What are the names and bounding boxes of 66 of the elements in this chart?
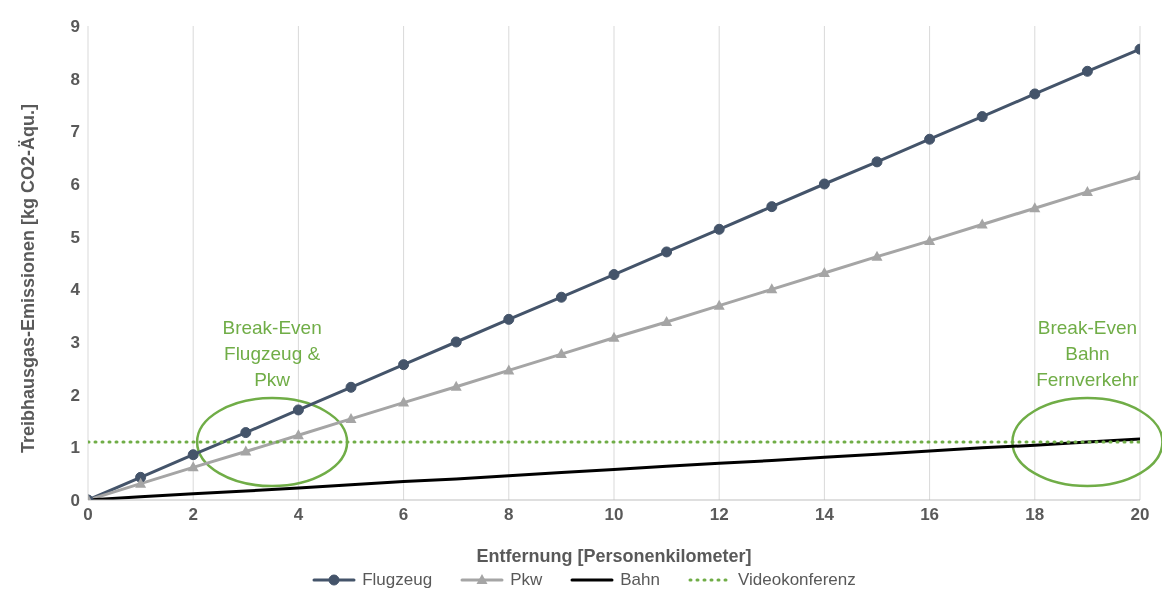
y-tick-label: 6 [70,175,80,195]
point [976,111,988,123]
point [240,445,252,456]
point [398,359,410,371]
point [187,449,199,461]
x-tick-label: 6 [398,505,409,525]
point [503,313,515,325]
point [1029,88,1041,100]
legend-label: Bahn [620,570,660,590]
annotation: Break-Even Bahn Fernverkehr [1036,317,1140,391]
point [450,380,462,391]
point [766,201,778,213]
point [713,299,725,310]
point [345,381,357,393]
point [555,348,567,359]
point [924,133,936,145]
point [135,477,147,488]
x-tick-label: 8 [504,505,514,525]
x-tick-label: 16 [920,505,940,525]
x-tick-label: 10 [604,505,624,525]
y-tick-label: 1 [70,438,80,458]
legend-label: Pkw [510,570,543,590]
point [818,178,830,190]
x-tick-label: 20 [1130,505,1150,525]
x-tick-label: 18 [1025,505,1045,525]
point [1081,65,1093,77]
point [661,315,673,326]
x-tick-label: 0 [83,505,93,525]
x-tick-label: 12 [709,505,729,525]
x-axis-title: Entfernung [Personenkilometer] [476,546,752,566]
legend-label: Flugzeug [362,570,433,590]
y-tick-label: 2 [70,385,80,405]
x-tick-label: 2 [188,505,198,525]
y-axis-title: Treibhausgas-Emissionen [kg CO2-Äqu.] [18,103,39,453]
point [450,336,462,348]
point [1081,185,1093,196]
point [871,156,883,168]
point [871,250,883,261]
point [240,427,252,439]
y-tick-label: 5 [70,227,80,247]
point [608,331,620,342]
x-tick-label: 14 [814,505,835,525]
point [766,283,778,294]
point [398,396,410,407]
point [555,291,567,303]
y-tick-label: 9 [70,17,80,37]
point [818,267,830,278]
x-tick-label: 4 [293,505,304,525]
point [661,246,673,258]
y-tick-label: 3 [70,333,80,353]
point [976,218,988,229]
point [503,364,515,375]
annotation: Break-Even Flugzeug & Pkw [222,317,322,391]
point [1029,202,1041,213]
y-tick-label: 8 [70,69,80,89]
point [187,461,199,472]
point [713,223,725,235]
point [292,429,304,440]
point [292,404,304,416]
legend-label: Videokonferenz [737,570,856,590]
point [345,412,357,423]
point [924,234,936,245]
y-tick-label: 7 [70,122,80,142]
y-tick-label: 0 [70,491,80,511]
point [608,269,620,281]
y-tick-label: 4 [70,280,81,300]
